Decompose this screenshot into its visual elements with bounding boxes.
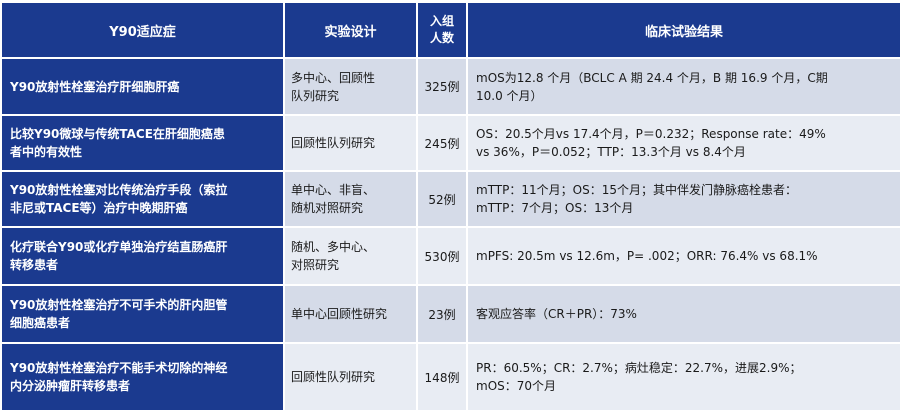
row-count: 530例: [418, 228, 468, 286]
count-text: 530例: [424, 249, 460, 264]
result-text: PR：60.5%；CR：2.7%；病灶稳定：22.7%，进展2.9%； mOS：…: [476, 361, 802, 393]
indication-text: Y90放射性栓塞治疗不可手术的肝内胆管 细胞癌患者: [10, 298, 228, 330]
row-design: 回顾性队列研究: [285, 116, 418, 172]
indication-text: Y90放射性栓塞治疗肝细胞肝癌: [10, 79, 180, 94]
row-count: 23例: [418, 286, 468, 344]
row-result: 客观应答率（CR＋PR）：73%: [468, 286, 900, 344]
row-count: 148例: [418, 344, 468, 410]
count-text: 245例: [424, 136, 460, 151]
header-result: 临床试验结果: [468, 3, 900, 59]
row-count: 52例: [418, 172, 468, 228]
count-text: 148例: [424, 370, 460, 385]
result-text: mOS为12.8 个月（BCLC A 期 24.4 个月，B 期 16.9 个月…: [476, 70, 828, 103]
design-text: 回顾性队列研究: [291, 136, 376, 150]
row-result: OS：20.5个月vs 17.4个月，P＝0.232；Response rate…: [468, 116, 900, 172]
header-result-label: 临床试验结果: [644, 24, 723, 40]
row-result: mPFS: 20.5m vs 12.6m，P= .002；ORR: 76.4% …: [468, 228, 900, 286]
row-indication: 化疗联合Y90或化疗单独治疗结直肠癌肝 转移患者: [2, 228, 285, 286]
result-text: mTTP：11个月；OS：15个月；其中伴发门静脉癌栓患者： mTTP：7个月；…: [476, 183, 797, 215]
row-indication: Y90放射性栓塞治疗不能手术切除的神经 内分泌肿瘤肝转移患者: [2, 344, 285, 410]
count-text: 325例: [424, 80, 460, 94]
header-indication-label: Y90适应症: [109, 24, 176, 40]
row-count: 245例: [418, 116, 468, 172]
row-indication: Y90放射性栓塞治疗不可手术的肝内胆管 细胞癌患者: [2, 286, 285, 344]
header-enroll: 入组 人数: [418, 3, 468, 59]
design-text: 多中心、回顾性 队列研究: [291, 70, 376, 103]
design-text: 单中心回顾性研究: [291, 307, 388, 321]
row-design: 单中心、非盲、 随机对照研究: [285, 172, 418, 228]
indication-text: 化疗联合Y90或化疗单独治疗结直肠癌肝 转移患者: [10, 240, 228, 272]
header-design-label: 实验设计: [324, 24, 377, 40]
count-text: 52例: [428, 192, 456, 207]
row-result: mOS为12.8 个月（BCLC A 期 24.4 个月，B 期 16.9 个月…: [468, 59, 900, 116]
header-enroll-label: 入组 人数: [429, 14, 454, 45]
result-text: OS：20.5个月vs 17.4个月，P＝0.232；Response rate…: [476, 127, 826, 159]
row-design: 多中心、回顾性 队列研究: [285, 59, 418, 116]
row-design: 随机、多中心、 对照研究: [285, 228, 418, 286]
row-indication: 比较Y90微球与传统TACE在肝细胞癌患 者中的有效性: [2, 116, 285, 172]
row-design: 单中心回顾性研究: [285, 286, 418, 344]
design-text: 回顾性队列研究: [291, 370, 376, 384]
row-result: PR：60.5%；CR：2.7%；病灶稳定：22.7%，进展2.9%； mOS：…: [468, 344, 900, 410]
indication-text: 比较Y90微球与传统TACE在肝细胞癌患 者中的有效性: [10, 127, 225, 159]
count-text: 23例: [428, 307, 456, 322]
row-result: mTTP：11个月；OS：15个月；其中伴发门静脉癌栓患者： mTTP：7个月；…: [468, 172, 900, 228]
header-design: 实验设计: [285, 3, 418, 59]
result-text: mPFS: 20.5m vs 12.6m，P= .002；ORR: 76.4% …: [476, 249, 818, 263]
clinical-trials-table: Y90适应症 实验设计 入组 人数 临床试验结果 Y90放射性栓塞治疗肝细胞肝癌…: [2, 3, 900, 410]
indication-text: Y90放射性栓塞对比传统治疗手段（索拉 非尼或TACE等）治疗中晚期肝癌: [10, 183, 228, 215]
row-count: 325例: [418, 59, 468, 116]
result-text: 客观应答率（CR＋PR）：73%: [476, 307, 637, 321]
indication-text: Y90放射性栓塞治疗不能手术切除的神经 内分泌肿瘤肝转移患者: [10, 361, 228, 393]
header-indication: Y90适应症: [2, 3, 285, 59]
design-text: 单中心、非盲、 随机对照研究: [291, 183, 376, 215]
row-indication: Y90放射性栓塞对比传统治疗手段（索拉 非尼或TACE等）治疗中晚期肝癌: [2, 172, 285, 228]
row-indication: Y90放射性栓塞治疗肝细胞肝癌: [2, 59, 285, 116]
design-text: 随机、多中心、 对照研究: [291, 240, 376, 272]
row-design: 回顾性队列研究: [285, 344, 418, 410]
